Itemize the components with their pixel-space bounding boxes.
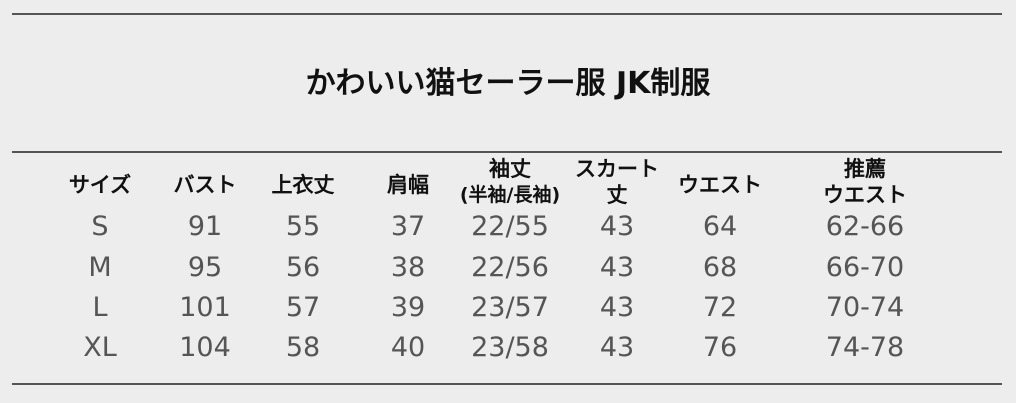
table-cell: 40 [390,332,426,363]
table-cell: 43 [599,211,635,242]
table-cell: 62-66 [825,211,905,242]
column-header: 上衣丈 [238,172,368,198]
table-cell: 23/58 [471,332,549,363]
table-cell: 39 [390,292,426,323]
column-header-line: 推薦 [844,157,886,181]
table-cell: 56 [285,252,321,283]
column-header-line: スカート [575,157,659,181]
column-header: 袖丈 (半袖/長袖) [445,156,575,208]
column-header-line: 袖丈 [489,157,531,181]
table-cell: 57 [285,292,321,323]
column-header-line: (半袖/長袖) [459,184,561,206]
table-cell: 55 [285,211,321,242]
table-cell: L [92,292,108,323]
table-cell: 22/56 [471,252,549,283]
column-header: 推薦 ウエスト [800,156,930,208]
column-header-line: 上衣丈 [271,173,335,197]
column-header: スカート丈 [552,156,682,208]
page-title: かわいい猫セーラー服 JK制服 [305,66,711,101]
table-cell: 74-78 [825,332,905,363]
column-header-line: 丈 [606,183,628,207]
column-header: 肩幅 [343,172,473,198]
column-header-line: ウエスト [678,173,762,197]
table-cell: 91 [187,211,223,242]
table-cell: XL [83,332,117,363]
table-cell: 22/55 [471,211,549,242]
column-header: バスト [140,172,270,198]
table-cell: S [91,211,109,242]
table-cell: 64 [702,211,738,242]
table-cell: 43 [599,332,635,363]
table-cell: 37 [390,211,426,242]
table-cell: 68 [702,252,738,283]
table-cell: 76 [702,332,738,363]
table-cell: 66-70 [825,252,905,283]
column-header-line: サイズ [68,173,132,197]
bottom-divider [12,383,1002,385]
table-cell: 23/57 [471,292,549,323]
table-cell: 95 [187,252,223,283]
table-cell: 101 [179,292,231,323]
column-header-line: 肩幅 [387,173,429,197]
table-cell: 58 [285,332,321,363]
table-cell: 72 [702,292,738,323]
column-header: ウエスト [655,172,785,198]
column-header: サイズ [35,172,165,198]
table-cell: 104 [179,332,231,363]
table-cell: 38 [390,252,426,283]
table-cell: 43 [599,252,635,283]
header-divider [12,151,1002,153]
table-cell: 70-74 [825,292,905,323]
column-header-line: バスト [173,173,237,197]
top-divider [12,13,1002,15]
table-cell: 43 [599,292,635,323]
column-header-line: ウエスト [823,183,907,207]
table-cell: M [88,252,112,283]
